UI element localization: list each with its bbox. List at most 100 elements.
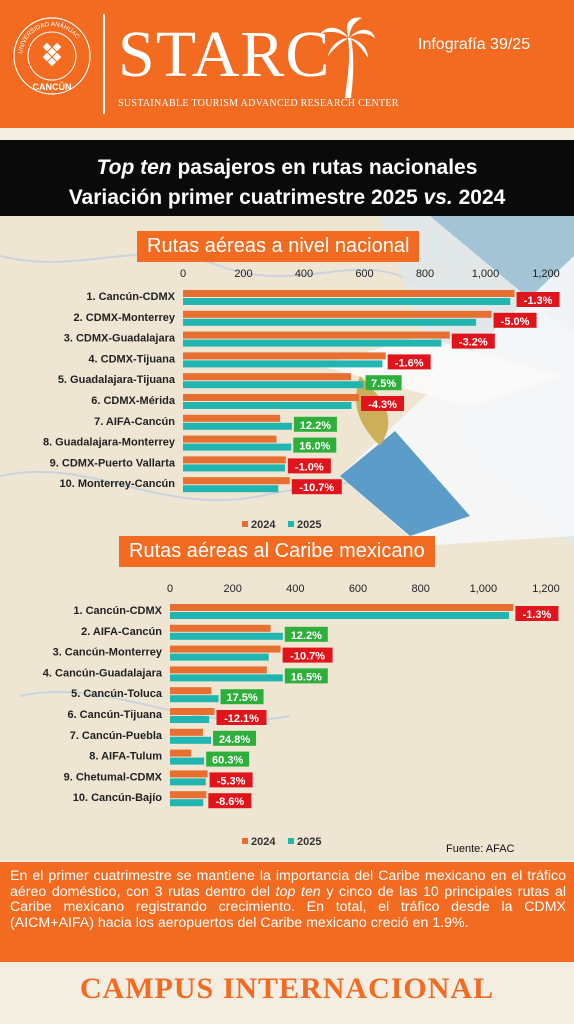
change-label-box [451,333,495,349]
category-label: 3. CDMX-Guadalajara [64,333,176,345]
brand-name: STARC [118,18,331,91]
bar-2024 [183,331,450,339]
change-label-box [220,689,264,705]
bar-2024 [170,687,212,695]
bar-2024 [183,394,360,401]
bar-2024 [170,624,271,632]
category-label: 10. Monterrey-Cancún [59,478,175,490]
university-seal-logo: UNIVERSIDAD ANÁHUAC CANCÚN [13,17,91,95]
bar-2025 [183,464,285,472]
title-line-1-text: pasajeros en rutas nacionales [171,156,478,179]
change-label: 16.0% [299,441,330,453]
bar-2024 [170,770,208,778]
bar-2024 [170,645,281,653]
campus-title: CAMPUS INTERNACIONAL [79,972,495,1005]
legend-swatch [288,838,294,844]
change-label: -10.7% [290,651,325,663]
bar-2025 [183,339,442,347]
bar-2025 [170,653,269,661]
palm-tree-icon [320,17,375,98]
bar-2024 [183,477,290,485]
bar-2025 [183,360,383,368]
bar-2025 [183,318,477,326]
bar-2025 [183,443,292,451]
title-line-2-end: 2024 [452,186,506,209]
title-vs-italic: vs. [423,186,453,209]
source-note: Fuente: AFAC [446,843,515,855]
bar-2025 [170,736,212,744]
change-label-box [361,396,405,411]
legend-swatch [242,838,248,844]
x-tick-label: 400 [286,583,304,595]
legend-swatch [242,521,248,527]
change-label-box [282,647,333,663]
x-tick-label: 1,000 [470,583,498,595]
bar-2025 [183,402,352,409]
bar-2024 [183,352,386,360]
change-label-box [206,751,250,767]
change-label: 7.5% [371,378,396,390]
change-label: -1.0% [295,461,324,473]
change-label-box [291,479,342,495]
category-label: 3. Cancún-Monterrey [53,647,163,659]
x-tick-label: 200 [223,583,241,595]
change-label-box [213,730,257,746]
title-line-2: Variación primer cuatrimestre 2025 vs. 2… [0,186,574,210]
change-label-box [216,710,267,725]
change-label: -5.0% [501,316,530,328]
change-label-box [208,793,252,809]
summary-text-part-2: y cinco de las 10 principales rutas al C… [10,883,566,931]
bar-2024 [170,749,192,757]
change-label-box [287,458,331,474]
change-label: -10.7% [299,482,334,494]
title-line-2-start: Variación primer cuatrimestre 2025 [68,186,424,209]
bar-2025 [170,612,510,619]
category-label: 8. Guadalajara-Monterrey [43,437,176,449]
bar-2024 [183,373,351,381]
change-label: 12.2% [291,630,322,642]
bar-2025 [170,632,283,640]
change-label-box [284,668,328,684]
bar-2025 [170,799,204,807]
change-label-box [493,312,537,328]
x-tick-label: 0 [167,583,173,595]
national-routes-bar-chart: 0 200 400 600 800 1,000 1,200 1. Cancún-CDMX -1.… [43,268,560,531]
infographic-issue-number: Infografía 39/25 [418,36,531,53]
bar-2025 [183,422,292,430]
category-label: 9. Chetumal-CDMX [64,771,163,783]
category-label: 1. Cancún-CDMX [86,291,175,303]
legend-label: 2024 [251,836,276,848]
x-tick-label: 800 [416,268,434,280]
change-label-box [387,354,431,370]
bar-2024 [183,414,281,422]
x-tick-label: 1,200 [532,268,560,280]
category-label: 5. Guadalajara-Tijuana [58,374,176,386]
bar-2025 [183,298,511,305]
category-label: 10. Cancún-Bajío [73,792,163,804]
summary-top-ten-italic: top ten [275,883,321,900]
change-label-box [365,375,402,391]
section-label-caribbean: Rutas aéreas al Caribe mexicano [119,536,435,567]
summary-box [0,862,574,962]
x-tick-label: 1,200 [532,583,560,595]
bar-2025 [170,757,205,765]
change-label: 60.3% [212,755,243,767]
seal-city-label: CANCÚN [33,81,72,92]
caribbean-routes-bar-chart: 0 200 400 600 800 1,000 1,200 1. Cancún-CDMX -1.… [43,583,560,848]
change-label: -1.3% [523,609,552,621]
x-tick-label: 400 [295,268,313,280]
title-top-ten-italic: Top ten [96,156,172,179]
bar-2024 [170,791,207,799]
change-label: 16.5% [291,671,322,683]
bar-2025 [170,695,219,703]
category-label: 7. AIFA-Cancún [94,416,175,428]
x-tick-label: 800 [411,583,429,595]
summary-text-part-1: En el primer cuatrimestre se mantiene la… [10,868,566,900]
category-label: 6. CDMX-Mérida [91,395,176,407]
category-label: 8. AIFA-Tulum [89,751,162,763]
header-banner [0,0,574,128]
change-label: 12.2% [300,420,331,432]
bar-2025 [170,778,206,786]
change-label-box [515,606,559,621]
change-label: 17.5% [226,692,257,704]
